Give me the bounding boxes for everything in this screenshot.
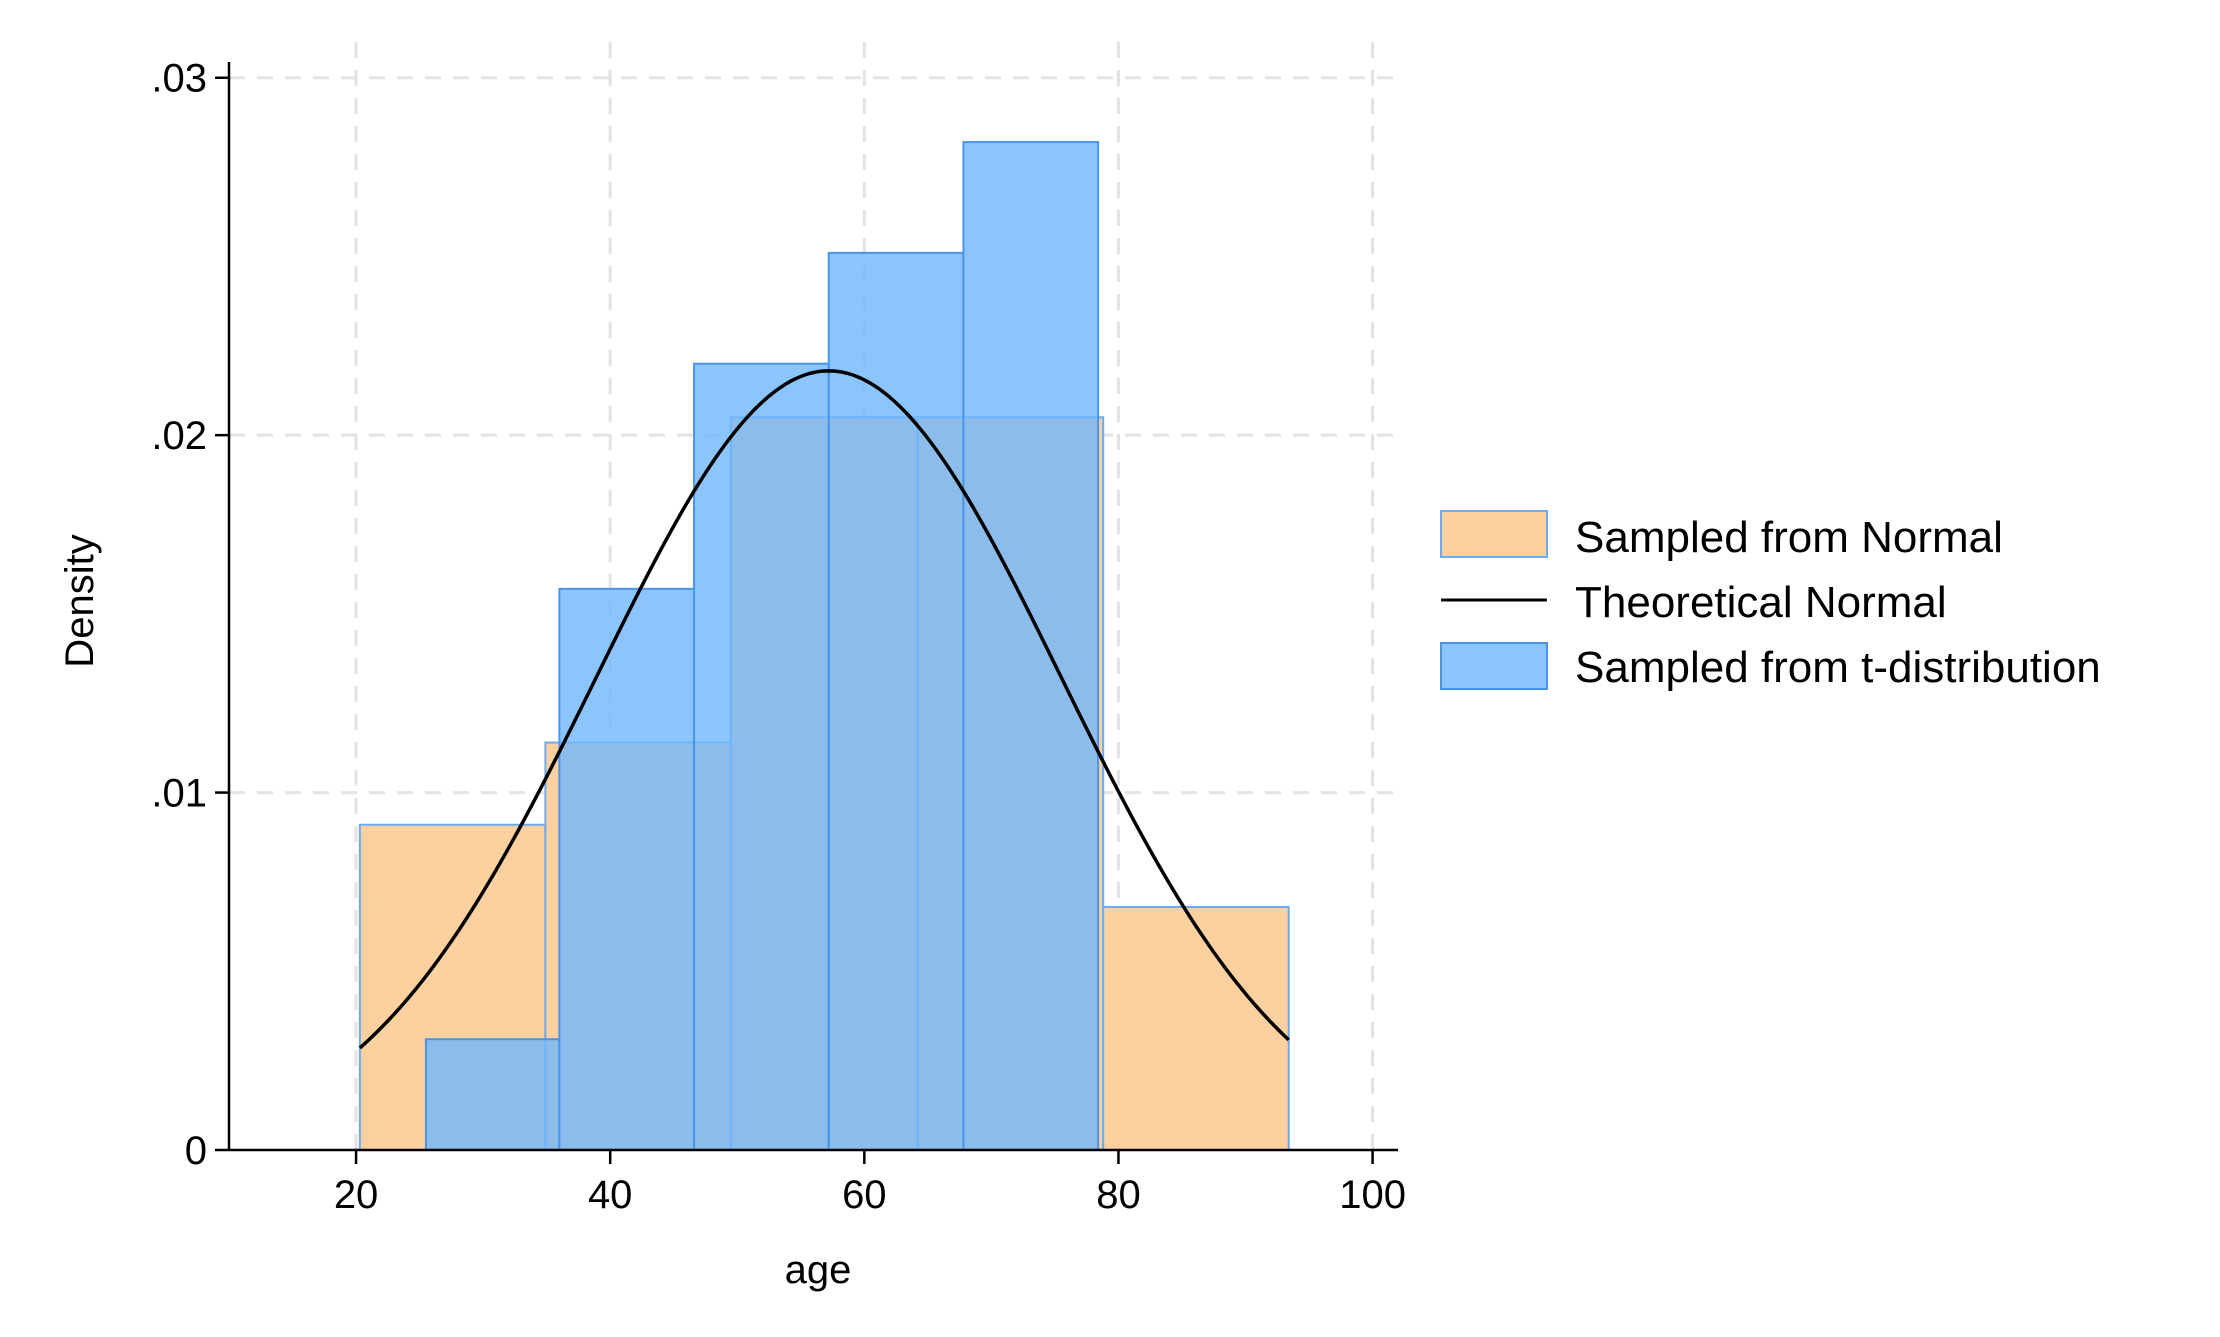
t-dist-bar-1 (424, 1038, 561, 1151)
theoretical-normal-curve (358, 369, 1290, 1050)
legend: Sampled from Normal Theoretical Normal S… (1440, 510, 2101, 692)
y-axis-title: Density (58, 534, 102, 667)
theoretical-normal-curve-layer (358, 369, 1290, 1050)
t-dist-bar-2 (558, 587, 696, 1151)
legend-swatch-normal (1440, 510, 1548, 558)
t-dist-bar-3 (693, 362, 830, 1151)
x-axis-title: age (785, 1248, 852, 1292)
y-tick-label: .03 (151, 57, 207, 101)
t-dist-bar-5 (962, 141, 1100, 1152)
legend-label-t: Sampled from t-distribution (1575, 643, 2101, 692)
x-tick-label: 60 (842, 1173, 887, 1217)
legend-label-theoretical: Theoretical Normal (1575, 578, 1947, 627)
legend-label-normal: Sampled from Normal (1575, 513, 2003, 562)
y-tick-label: .02 (151, 414, 207, 458)
t-dist-bar-4 (827, 251, 965, 1151)
tick-labels: 20 40 60 80 100 0 .01 .02 .03 (151, 57, 1406, 1217)
x-tick-label: 40 (588, 1173, 633, 1217)
y-tick-label: 0 (185, 1129, 207, 1173)
x-tick-label: 100 (1339, 1173, 1406, 1217)
legend-swatch-t (1440, 642, 1548, 690)
x-tick-label: 20 (334, 1173, 379, 1217)
normal-bar-5 (1102, 905, 1290, 1151)
y-tick-label: .01 (151, 772, 207, 816)
t-distribution-histogram (424, 141, 1100, 1152)
x-tick-label: 80 (1096, 1173, 1141, 1217)
axes (215, 62, 1398, 1164)
